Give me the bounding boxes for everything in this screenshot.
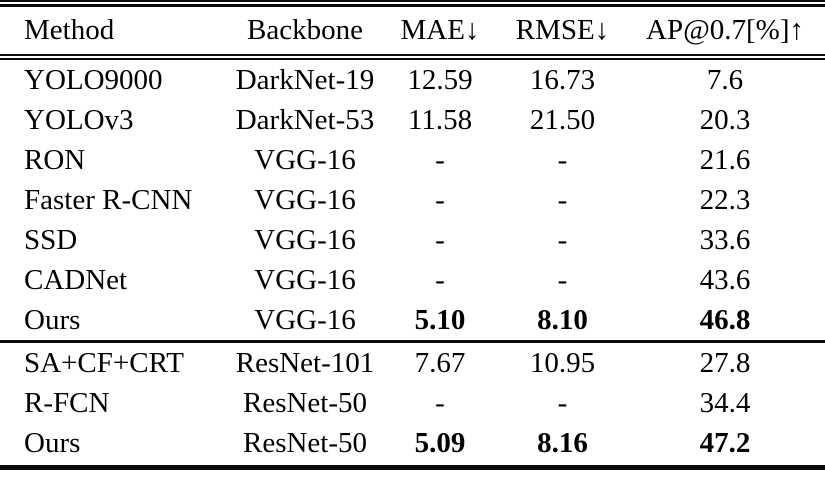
table-row: CADNet VGG-16 - - 43.6 (0, 260, 825, 300)
column-header-backbone: Backbone (247, 14, 363, 46)
table-top-rule (0, 0, 825, 7)
backbone-cell: VGG-16 (254, 263, 356, 296)
column-header-mae: MAE↓ (400, 14, 480, 46)
ap-cell: 43.6 (699, 263, 751, 296)
ap-cell: 21.6 (699, 143, 751, 176)
rmse-cell: 21.50 (529, 103, 596, 136)
column-header-method: Method (24, 14, 115, 46)
table-row: Faster R-CNN VGG-16 - - 22.3 (0, 180, 825, 220)
method-cell: RON (24, 143, 86, 176)
backbone-cell: VGG-16 (254, 303, 356, 336)
rmse-cell: - (557, 386, 568, 419)
column-header-rmse: RMSE↓ (515, 14, 610, 46)
method-cell: Ours (24, 303, 81, 336)
method-cell: YOLOv3 (24, 103, 134, 136)
rmse-cell: - (557, 263, 568, 296)
method-cell: CADNet (24, 263, 128, 296)
backbone-cell: DarkNet-53 (235, 103, 375, 136)
mae-cell: - (435, 143, 445, 176)
mae-cell: - (435, 183, 445, 216)
table-row: RON VGG-16 - - 21.6 (0, 140, 825, 180)
backbone-cell: VGG-16 (254, 143, 356, 176)
mae-cell: 5.09 (414, 426, 466, 459)
method-cell: Ours (24, 426, 81, 459)
table-row-ours-vgg: Ours VGG-16 5.10 8.10 46.8 (0, 300, 825, 340)
ap-cell: 7.6 (706, 63, 744, 96)
mae-cell: - (435, 223, 445, 256)
rmse-cell: - (557, 143, 568, 176)
ap-cell: 47.2 (699, 426, 751, 459)
backbone-cell: ResNet-101 (235, 346, 375, 379)
mae-cell: - (435, 263, 445, 296)
rmse-cell: - (557, 223, 568, 256)
backbone-cell: DarkNet-19 (235, 63, 375, 96)
group-separator-rule (0, 340, 825, 343)
table-bottom-rule (0, 465, 825, 470)
rmse-cell: 8.16 (537, 426, 588, 459)
column-header-ap: AP@0.7[%]↑ (646, 14, 804, 46)
mae-cell: 11.58 (407, 103, 473, 136)
rmse-cell: - (557, 183, 568, 216)
table-row: YOLOv3 DarkNet-53 11.58 21.50 20.3 (0, 100, 825, 140)
backbone-cell: ResNet-50 (242, 386, 368, 419)
table-row-ours-resnet: Ours ResNet-50 5.09 8.16 47.2 (0, 423, 825, 463)
rmse-cell: 8.10 (537, 303, 588, 336)
ap-cell: 33.6 (699, 223, 751, 256)
backbone-cell: VGG-16 (254, 223, 356, 256)
ap-cell: 22.3 (699, 183, 751, 216)
ap-cell: 34.4 (699, 386, 751, 419)
rmse-cell: 16.73 (529, 63, 596, 96)
method-cell: Faster R-CNN (24, 183, 193, 216)
rmse-cell: 10.95 (529, 346, 596, 379)
method-cell: SSD (24, 223, 78, 256)
header-separator-rule (0, 54, 825, 60)
method-cell: YOLO9000 (24, 63, 163, 96)
mae-cell: 12.59 (407, 63, 473, 96)
mae-cell: - (435, 386, 445, 419)
ap-cell: 20.3 (699, 103, 751, 136)
method-cell: R-FCN (24, 386, 110, 419)
mae-cell: 7.67 (414, 346, 466, 379)
table-row: YOLO9000 DarkNet-19 12.59 16.73 7.6 (0, 60, 825, 100)
method-cell: SA+CF+CRT (24, 346, 184, 379)
ap-cell: 27.8 (699, 346, 751, 379)
table-row: SA+CF+CRT ResNet-101 7.67 10.95 27.8 (0, 343, 825, 383)
table-header-row: Method Backbone MAE↓ RMSE↓ AP@0.7[%]↑ (0, 7, 825, 54)
ap-cell: 46.8 (699, 303, 751, 336)
backbone-cell: ResNet-50 (242, 426, 368, 459)
mae-cell: 5.10 (414, 303, 466, 336)
table-row: SSD VGG-16 - - 33.6 (0, 220, 825, 260)
backbone-cell: VGG-16 (254, 183, 356, 216)
table-row: R-FCN ResNet-50 - - 34.4 (0, 383, 825, 423)
